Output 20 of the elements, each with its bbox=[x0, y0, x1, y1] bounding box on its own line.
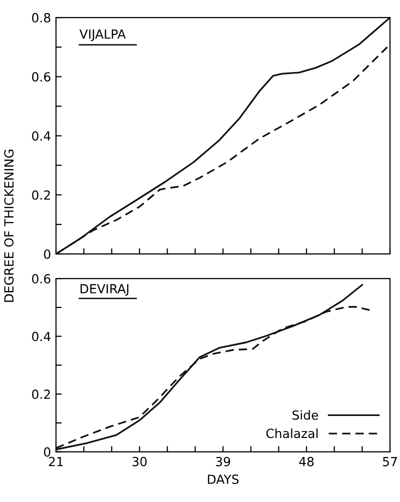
text: VIJALPA bbox=[79, 30, 126, 42]
y-tick-label: 0.8 bbox=[32, 13, 50, 22]
y-tick-label: 0 bbox=[44, 249, 50, 259]
x-tick-label: 57 bbox=[383, 457, 397, 466]
y-tick-label: 0.6 bbox=[32, 72, 50, 82]
y-tick-label: 0.2 bbox=[32, 190, 50, 200]
x-tick-label: 39 bbox=[216, 456, 230, 466]
y-axis-title: DEGREE OF THICKENING bbox=[4, 150, 14, 302]
legend-label: Side bbox=[292, 410, 318, 420]
x-tick-label: 21 bbox=[48, 456, 63, 466]
legend-label: Chalazal bbox=[266, 428, 318, 438]
y-tick-label: 0.6 bbox=[32, 274, 50, 284]
y-tick-label: 0.4 bbox=[32, 131, 50, 141]
y-tick-label: 0.4 bbox=[32, 332, 50, 342]
y-tick-label: 0.2 bbox=[32, 390, 50, 399]
x-tick-label: 30 bbox=[132, 456, 147, 466]
y-tick-label: 0 bbox=[44, 447, 50, 457]
x-tick-label: 48 bbox=[299, 456, 314, 466]
x-axis-title: DAYS bbox=[208, 474, 239, 484]
chart-title: DEVIRAJ bbox=[80, 284, 128, 296]
